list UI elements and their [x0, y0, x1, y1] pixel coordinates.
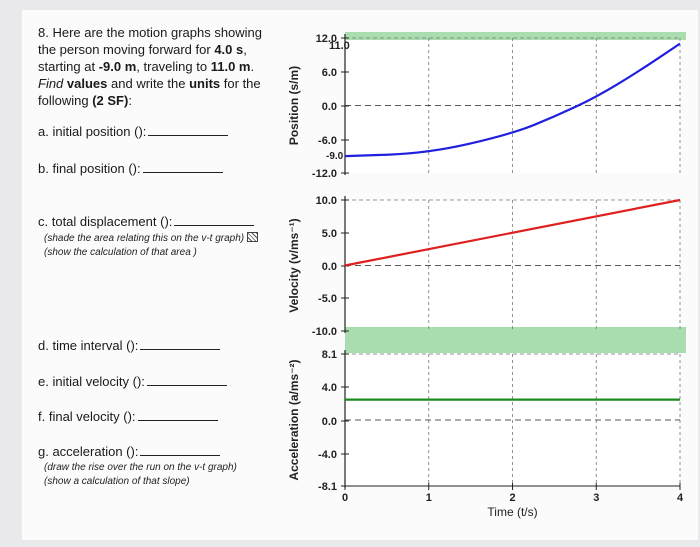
x-tick-label: 3: [593, 492, 599, 504]
annotation-final-position: 11.0: [329, 40, 350, 52]
x-tick-label: 2: [509, 492, 515, 504]
intro-line-3: starting at: [38, 59, 99, 74]
intro-start-position: -9.0 m: [98, 59, 137, 74]
intro-for-the: for the: [223, 76, 261, 91]
graph-1: 12.0 6.0 0.0 -6.0 -12.0 Position (s/m) 11.0 -9.…: [287, 32, 686, 180]
question-a: a. initial position ():: [38, 123, 229, 140]
x-tick-label: 1: [426, 492, 432, 504]
question-intro: 8. Here are the motion graphs showing th…: [38, 24, 283, 109]
y-tick-label: 0.0: [322, 101, 337, 113]
y-axis-label: Acceleration (a/ms⁻²): [287, 359, 301, 480]
y-tick-label: 5.0: [322, 228, 337, 240]
y-tick-label: -8.1: [318, 481, 337, 493]
y-tick-label: 0.0: [322, 261, 337, 273]
graph-3: 8.1 4.0 0.0 -4.0 -8.1 Acceleration (a/ms⁻²) 0 1…: [287, 335, 686, 519]
shaded-band: [345, 335, 686, 353]
intro-units: units: [189, 76, 221, 91]
series-line: [344, 198, 681, 267]
y-tick-label: 12.0: [316, 33, 337, 45]
intro-following: following: [38, 93, 93, 108]
y-tick-label: -5.0: [318, 293, 337, 305]
y-axis-label: Velocity (v/ms⁻¹): [287, 218, 301, 312]
question-d: d. time interval ():: [38, 337, 221, 354]
hatch-swatch-icon: [246, 232, 258, 242]
intro-end-position: 11.0 m: [210, 59, 251, 74]
question-f: f. final velocity ():: [38, 408, 218, 425]
intro-values: values: [66, 76, 108, 91]
answer-line-d[interactable]: [140, 338, 221, 350]
answer-line-b[interactable]: [142, 161, 223, 173]
answer-line-e[interactable]: [146, 374, 227, 386]
series-line: [344, 42, 681, 158]
question-f-label: f. final velocity ():: [38, 409, 136, 424]
question-g: g. acceleration ():: [38, 443, 221, 460]
question-b-label: b. final position ():: [38, 161, 141, 176]
answer-line-g[interactable]: [140, 444, 221, 456]
intro-sf: (2 SF): [92, 93, 129, 108]
question-e-label: e. initial velocity ():: [38, 374, 145, 389]
shaded-band: [345, 32, 686, 40]
intro-line-1: 8. Here are the motion graphs showing: [38, 25, 263, 40]
question-g-label: g. acceleration ():: [38, 444, 139, 459]
question-d-label: d. time interval ():: [38, 338, 139, 353]
answer-line-a[interactable]: [148, 124, 229, 136]
graph-2: 10.0 5.0 0.0 -5.0 -10.0 Velocity (v/ms⁻¹): [287, 195, 686, 345]
question-g-note-2: (show a calculation of that slope): [44, 476, 190, 487]
question-c-label: c. total displacement ():: [38, 214, 173, 229]
x-tick-label: 4: [677, 492, 684, 504]
question-b: b. final position ():: [38, 160, 223, 177]
x-axis-label: Time (t/s): [487, 505, 537, 519]
y-tick-label: 4.0: [322, 382, 337, 394]
question-c: c. total displacement ():: [38, 213, 255, 230]
intro-duration: 4.0 s: [214, 42, 244, 57]
intro-traveling: , traveling to: [136, 59, 211, 74]
annotation-initial-position: -9.0: [326, 151, 344, 162]
question-c-note-2: (show the calculation of that area ): [44, 247, 197, 258]
y-tick-label: -6.0: [318, 135, 337, 147]
y-tick-label: -12.0: [312, 168, 337, 180]
y-tick-label: 0.0: [322, 416, 337, 428]
intro-colon: :: [128, 93, 132, 108]
question-g-note-1: (draw the rise over the run on the v-t g…: [44, 462, 237, 473]
question-c-note-1-text: (shade the area relating this on the v-t…: [44, 233, 245, 244]
intro-punct-1: ,: [243, 42, 247, 57]
intro-line-2: the person moving forward for: [38, 42, 215, 57]
y-axis-label: Position (s/m): [287, 66, 301, 145]
answer-line-f[interactable]: [137, 409, 218, 421]
intro-punct-2: .: [250, 59, 255, 74]
y-tick-label: 6.0: [322, 67, 337, 79]
y-tick-label: -4.0: [318, 449, 337, 461]
y-tick-label: 10.0: [316, 195, 337, 207]
question-e: e. initial velocity ():: [38, 373, 227, 390]
y-tick-label: -10.0: [312, 326, 337, 338]
question-c-note-1: (shade the area relating this on the v-t…: [44, 232, 294, 245]
intro-and-write: and write the: [111, 76, 186, 91]
x-tick-label: 0: [342, 492, 348, 504]
intro-find: Find: [38, 76, 64, 91]
question-a-label: a. initial position ():: [38, 124, 147, 139]
y-tick-label: 8.1: [322, 349, 337, 361]
answer-line-c[interactable]: [174, 214, 255, 226]
